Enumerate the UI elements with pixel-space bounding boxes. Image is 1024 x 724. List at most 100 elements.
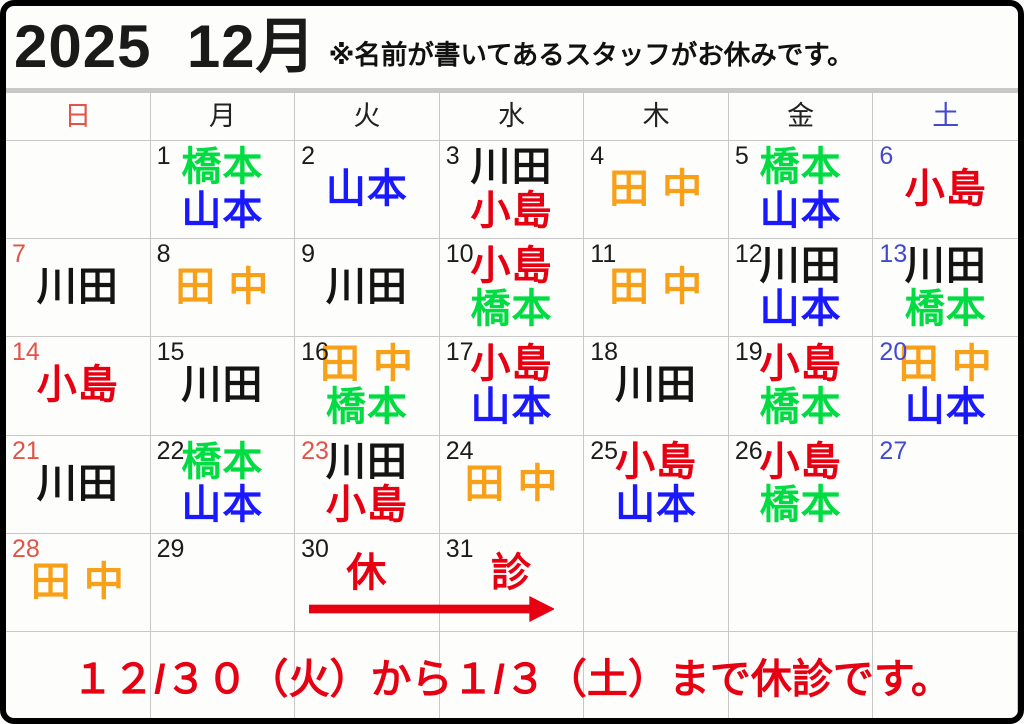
day-cell-4: 4 田 中 xyxy=(584,141,729,240)
staff-name: 川田 xyxy=(470,145,553,190)
day-number: 27 xyxy=(879,436,908,465)
weekday-sat: 土 xyxy=(873,93,1018,141)
staff-name: 川田 xyxy=(759,243,842,288)
staff-name: 川田 xyxy=(904,243,987,288)
weekday-wed: 水 xyxy=(439,93,585,141)
footer-column-divider xyxy=(295,632,440,718)
footer-column-divider xyxy=(6,632,151,718)
day-number: 20 xyxy=(879,338,908,367)
staff-name: 橋本 xyxy=(759,145,842,190)
day-cell-26: 26 小島 橋本 xyxy=(728,435,874,534)
day-cell-28: 28 田 中 xyxy=(6,533,151,632)
footer-column-divider xyxy=(584,632,729,718)
weekday-thu: 木 xyxy=(584,93,729,141)
day-cell-20: 20 田 中 山本 xyxy=(873,337,1018,436)
page-title: 2025 12月 xyxy=(14,13,317,80)
day-number: 19 xyxy=(734,338,763,367)
day-cell-27: 27 xyxy=(873,436,1018,534)
closure-right-arrow-icon xyxy=(308,596,555,622)
closure-notice-bar: １２/３０（火）から１/３（土）まで休診です。 xyxy=(6,632,1018,718)
staff-name: 小島 xyxy=(759,341,842,386)
staff-name: 山本 xyxy=(181,188,264,233)
day-cell-9: 9 川田 xyxy=(295,239,440,338)
staff-name: 山本 xyxy=(470,384,553,429)
day-number: 1 xyxy=(156,142,171,170)
staff-name: 田 中 xyxy=(464,461,559,506)
day-cell-18: 18 川田 xyxy=(584,337,729,436)
day-number: 6 xyxy=(879,142,894,170)
day-number: 31 xyxy=(445,534,474,563)
weekday-sun: 日 xyxy=(6,93,151,141)
staff-name: 田 中 xyxy=(175,265,270,310)
staff-name: 田 中 xyxy=(609,167,704,211)
closure-label-shin: 診 xyxy=(490,550,532,595)
day-cell-31: 31 診 xyxy=(439,533,585,632)
day-cell-1: 1 橋本 山本 xyxy=(150,141,296,240)
day-number: 12 xyxy=(734,240,763,269)
day-cell-14: 14 小島 xyxy=(6,337,151,436)
day-cell-24: 24 田 中 xyxy=(439,435,585,534)
weekday-mon: 月 xyxy=(150,93,296,141)
day-number: 29 xyxy=(156,534,185,563)
staff-name: 小島 xyxy=(759,440,842,484)
day-cell-22: 22 橋本 山本 xyxy=(150,435,296,534)
staff-name: 田 中 xyxy=(30,559,125,604)
day-cell-5: 5 橋本 山本 xyxy=(728,141,874,240)
day-cell-8: 8 田 中 xyxy=(150,239,296,338)
day-number: 25 xyxy=(590,436,619,465)
staff-name: 小島 xyxy=(615,440,698,484)
day-cell-3: 3 川田 小島 xyxy=(439,141,585,240)
day-number: 4 xyxy=(590,142,605,170)
staff-name: 川田 xyxy=(615,363,698,408)
staff-name: 川田 xyxy=(36,461,119,506)
staff-name: 川田 xyxy=(325,265,408,310)
day-number: 2 xyxy=(301,142,316,170)
footer-column-divider xyxy=(151,632,296,718)
staff-name: 山本 xyxy=(325,167,408,211)
staff-name: 川田 xyxy=(325,440,408,484)
day-cell-29: 29 xyxy=(150,533,296,632)
staff-name: 山本 xyxy=(615,483,698,528)
staff-name: 小島 xyxy=(470,188,553,233)
day-cell-25: 25 小島 山本 xyxy=(584,435,729,534)
day-number: 9 xyxy=(301,240,316,269)
staff-name: 小島 xyxy=(470,243,553,288)
day-cell-13: 13 川田 橋本 xyxy=(873,239,1018,338)
staff-name: 小島 xyxy=(36,363,119,408)
staff-name: 橋本 xyxy=(181,145,264,190)
day-number: 26 xyxy=(734,436,763,465)
day-cell-empty xyxy=(584,533,729,632)
day-number: 5 xyxy=(734,142,749,170)
day-cell-empty xyxy=(728,533,874,632)
staff-name: 田 中 xyxy=(319,341,414,386)
day-number: 21 xyxy=(12,436,40,465)
staff-name: 山本 xyxy=(181,483,264,528)
staff-name: 小島 xyxy=(325,483,408,528)
day-number: 14 xyxy=(12,338,40,367)
day-number: 15 xyxy=(156,338,185,367)
day-number: 28 xyxy=(12,534,40,563)
day-cell-2: 2 山本 xyxy=(295,141,440,240)
calendar-grid: 日 月 火 水 木 金 土 1 橋本 山本 2 山本 3 川田 小島 4 xyxy=(6,88,1018,632)
staff-name: 山本 xyxy=(904,384,987,429)
day-cell-16: 16 田 中 橋本 xyxy=(295,337,440,436)
staff-name: 川田 xyxy=(181,363,264,408)
staff-name: 小島 xyxy=(470,341,553,386)
day-cell-19: 19 小島 橋本 xyxy=(728,337,874,436)
weekday-tue: 火 xyxy=(295,93,440,141)
staff-name: 橋本 xyxy=(759,384,842,429)
day-cell-empty xyxy=(873,534,1018,632)
holiday-note: ※名前が書いてあるスタッフがお休みです。 xyxy=(328,39,854,70)
staff-name: 山本 xyxy=(759,188,842,233)
day-cell-7: 7 川田 xyxy=(6,239,151,338)
day-cell-empty xyxy=(6,141,151,240)
day-cell-17: 17 小島 山本 xyxy=(439,337,585,436)
staff-name: 山本 xyxy=(759,286,842,331)
day-number: 8 xyxy=(156,240,171,269)
day-cell-21: 21 川田 xyxy=(6,435,151,534)
day-cell-23: 23 川田 小島 xyxy=(295,435,440,534)
title-bar: 2025 12月 ※名前が書いてあるスタッフがお休みです。 xyxy=(6,6,1018,88)
day-number: 22 xyxy=(156,436,185,465)
closure-notice-text: １２/３０（火）から１/３（土）まで休診です。 xyxy=(72,656,952,702)
staff-name: 橋本 xyxy=(325,384,408,429)
